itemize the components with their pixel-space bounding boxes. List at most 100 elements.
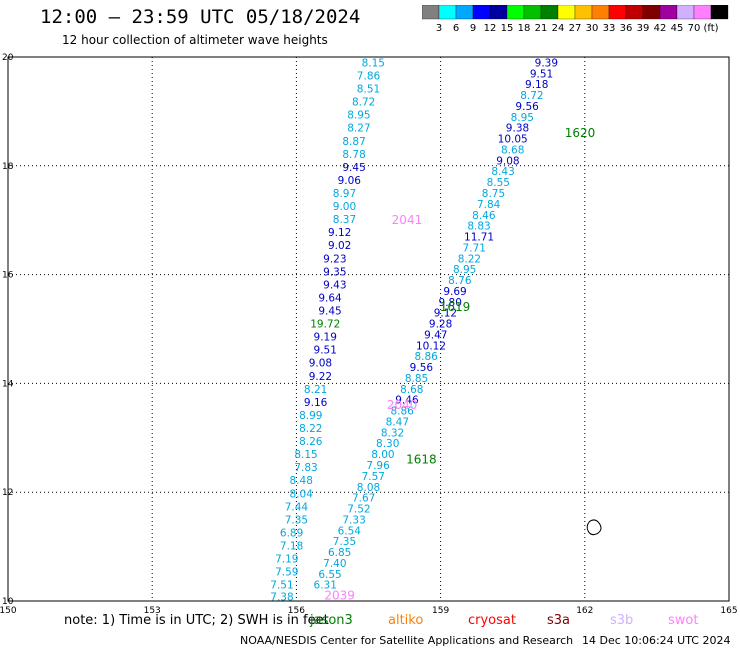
color-legend: 3 6 9 12 15 18 21 24 27 30 33 36 39 42 45 70 (ft) [422,5,729,34]
data-point-label: 9.23 [323,253,346,265]
data-point-label: 8.95 [347,110,370,122]
chart-subtitle: 12 hour collection of altimeter wave hei… [62,33,328,47]
data-point-label: 8.72 [520,90,543,102]
legend-label: 12 [484,23,497,34]
data-point-label: 9.46 [395,395,419,407]
data-point-label: 8.48 [290,475,313,487]
data-point-label: 8.21 [304,384,327,396]
track-id-label: 1619 [440,300,471,314]
data-point-label: 8.55 [487,177,510,189]
y-tick-label: 16 [2,271,14,281]
satellite-label-jason3: jason3 [310,613,353,628]
data-point-label: 6.85 [328,547,351,559]
data-point-label: 8.68 [400,384,423,396]
legend-label: 27 [569,23,582,34]
legend-label: 39 [637,23,650,34]
data-point-label: 9.45 [318,306,341,318]
data-point-label: 8.22 [458,253,481,265]
data-point-label: 9.12 [434,308,457,320]
data-point-label: 7.38 [270,592,293,604]
data-point-label: 9.16 [304,397,328,409]
data-point-label: 8.30 [376,438,399,450]
data-point-label: 9.69 [443,286,466,298]
data-point-label: 7.84 [477,199,501,211]
data-point-label: 7.18 [280,541,303,553]
track-id-label: 2040 [387,398,418,412]
legend-label: 24 [552,23,565,34]
data-point-label: 6.55 [318,569,341,581]
data-point-label: 8.15 [362,57,385,69]
legend-label: 21 [535,23,548,34]
data-point-label: 7.40 [323,558,346,570]
x-tick-label: 150 [0,606,17,616]
data-point-label: 8.32 [381,427,404,439]
data-point-label: 6.54 [338,525,362,537]
satellite-label-swot: swot [668,613,699,628]
data-point-label: 7.19 [275,554,298,566]
data-point-label: 9.43 [323,279,346,291]
legend-label: 15 [501,23,514,34]
island-outline [586,519,602,536]
data-point-label: 8.27 [347,123,370,135]
data-point-label: 8.68 [501,144,524,156]
legend-label: 42 [654,23,667,34]
y-tick-label: 14 [2,379,14,389]
y-tick-label: 10 [2,597,14,607]
footnote: note: 1) Time is in UTC; 2) SWH is in fe… [64,613,329,628]
x-tick-label: 165 [720,606,737,616]
data-point-label: 9.51 [314,345,337,357]
data-point-label: 7.35 [333,536,356,548]
satellite-label-cryosat: cryosat [468,613,516,628]
y-tick-label: 20 [2,53,14,63]
data-point-label: 8.72 [352,97,375,109]
data-point-label: 7.52 [347,504,370,516]
data-point-label: 7.35 [285,514,308,526]
timestamp: 14 Dec 10:06:24 UTC 2024 [582,634,731,647]
data-point-label: 8.86 [414,351,438,363]
data-point-label: 7.59 [275,567,298,579]
data-point-label: 9.38 [506,123,529,135]
data-point-label: 9.19 [314,332,337,344]
legend-label: 30 [586,23,599,34]
x-tick-label: 162 [576,606,593,616]
data-point-label: 9.22 [309,371,332,383]
data-point-label: 9.51 [530,68,553,80]
data-point-label: 9.56 [515,101,539,113]
legend-label: 18 [518,23,531,34]
y-tick-label: 12 [2,488,13,498]
data-point-label: 6.89 [280,527,303,539]
chart-title: 12:00 – 23:59 UTC 05/18/2024 [40,6,361,28]
data-point-label: 8.22 [299,423,322,435]
data-point-label: 9.08 [496,155,519,167]
data-point-label: 9.28 [429,319,452,331]
plot-frame [7,56,730,602]
data-point-label: 8.51 [357,84,380,96]
data-point-label: 7.33 [342,514,365,526]
x-tick-label: 159 [432,606,449,616]
credit-text: NOAA/NESDIS Center for Satellite Applica… [240,634,574,647]
data-point-label: 19.72 [310,319,340,331]
track-id-label: 2039 [324,589,355,603]
y-tick-label: 18 [2,162,14,172]
data-point-label: 7.83 [294,462,317,474]
legend-label: 3 [436,23,442,34]
data-point-label: 10.12 [416,340,446,352]
data-point-label: 8.04 [290,488,314,500]
data-point-label: 11.71 [464,232,494,244]
data-point-label: 7.86 [357,70,381,82]
data-point-label: 8.97 [333,188,356,200]
data-point-label: 8.95 [453,264,476,276]
data-point-label: 8.78 [342,149,365,161]
data-point-label: 9.45 [342,162,365,174]
data-point-label: 9.47 [424,329,447,341]
data-point-label: 8.46 [472,210,496,222]
satellite-label-s3b: s3b [610,613,634,628]
data-point-label: 7.44 [285,501,309,513]
data-point-label: 7.51 [270,580,293,592]
track-id-label: 1618 [406,453,437,467]
data-point-label: 10.05 [498,134,528,146]
data-point-label: 9.39 [535,57,558,69]
legend-label: 33 [603,23,616,34]
data-point-label: 9.35 [323,266,346,278]
data-point-label: 8.83 [467,221,490,233]
